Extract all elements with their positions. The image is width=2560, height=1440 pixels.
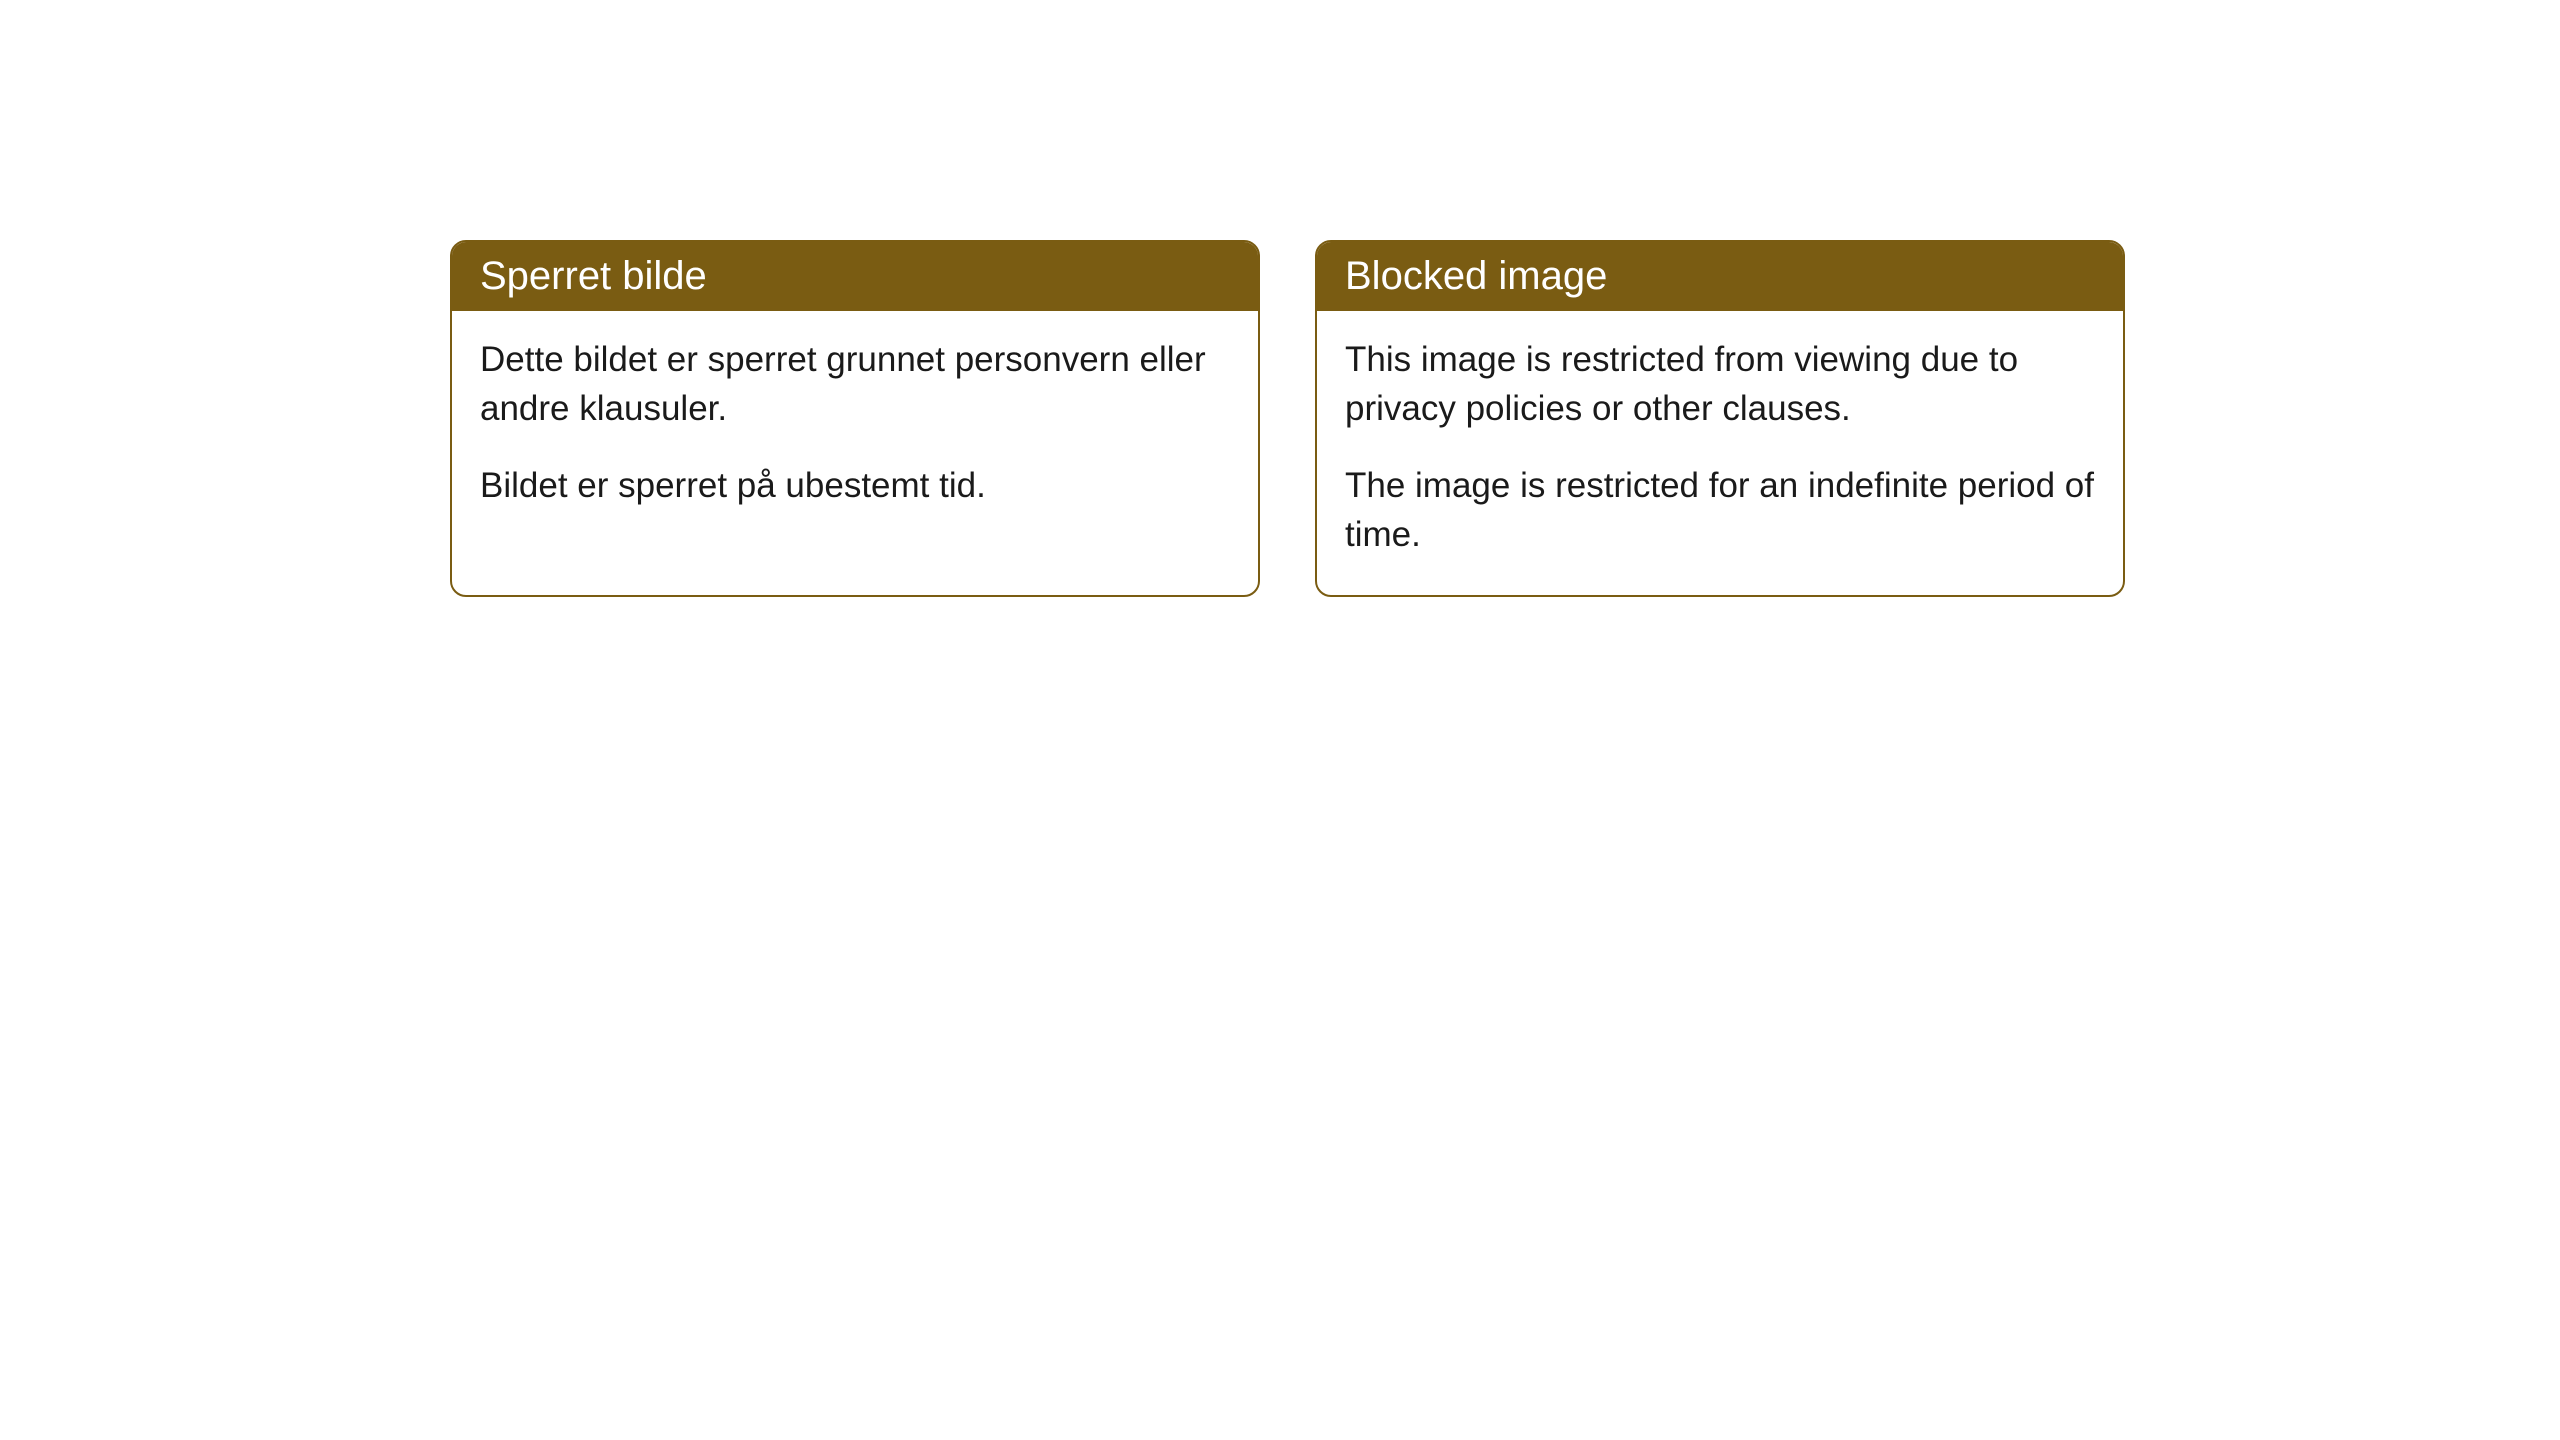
- cards-container: Sperret bilde Dette bildet er sperret gr…: [450, 240, 2125, 597]
- card-norwegian: Sperret bilde Dette bildet er sperret gr…: [450, 240, 1260, 597]
- card-body-english: This image is restricted from viewing du…: [1317, 311, 2123, 595]
- card-header-norwegian: Sperret bilde: [452, 242, 1258, 311]
- card-paragraph-1: Dette bildet er sperret grunnet personve…: [480, 335, 1230, 433]
- card-title: Blocked image: [1345, 254, 1607, 298]
- card-paragraph-1: This image is restricted from viewing du…: [1345, 335, 2095, 433]
- card-english: Blocked image This image is restricted f…: [1315, 240, 2125, 597]
- card-header-english: Blocked image: [1317, 242, 2123, 311]
- card-body-norwegian: Dette bildet er sperret grunnet personve…: [452, 311, 1258, 546]
- card-paragraph-2: Bildet er sperret på ubestemt tid.: [480, 461, 1230, 510]
- card-title: Sperret bilde: [480, 254, 707, 298]
- card-paragraph-2: The image is restricted for an indefinit…: [1345, 461, 2095, 559]
